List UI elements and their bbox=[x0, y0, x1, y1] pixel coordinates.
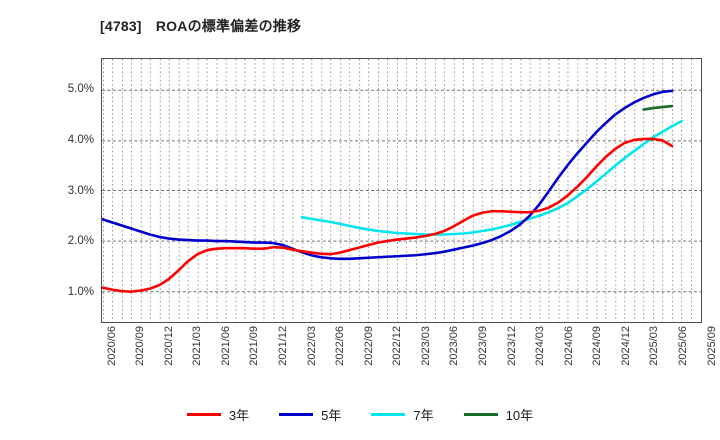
legend-item[interactable]: 3年 bbox=[186, 405, 250, 424]
x-tick-label: 2022/06 bbox=[334, 326, 347, 366]
legend-label: 5年 bbox=[321, 408, 342, 423]
x-tick-label: 2024/12 bbox=[619, 326, 632, 366]
x-tick-label: 2023/06 bbox=[448, 326, 461, 366]
x-tick-label: 2021/12 bbox=[276, 326, 289, 366]
x-tick-label: 2023/09 bbox=[476, 326, 489, 366]
y-tick-label: 3.0% bbox=[67, 184, 94, 197]
legend-item[interactable]: 10年 bbox=[463, 405, 534, 424]
legend-label: 3年 bbox=[228, 408, 250, 423]
legend-label: 7年 bbox=[413, 408, 434, 423]
y-tick-label: 2.0% bbox=[67, 235, 94, 248]
x-tick-label: 2023/03 bbox=[419, 326, 432, 366]
legend-color-swatch bbox=[279, 413, 314, 416]
x-tick-label: 2021/06 bbox=[219, 326, 232, 366]
x-tick-label: 2021/03 bbox=[191, 326, 204, 366]
series-line-3年 bbox=[102, 137, 674, 293]
x-tick-label: 2025/03 bbox=[648, 326, 661, 366]
series-line-7年 bbox=[300, 119, 683, 236]
x-tick-label: 2024/03 bbox=[534, 326, 547, 366]
y-tick-label: 4.0% bbox=[67, 133, 94, 146]
legend-label: 10年 bbox=[505, 408, 534, 423]
plot-area bbox=[101, 58, 702, 323]
x-tick-label: 2025/09 bbox=[705, 326, 718, 366]
x-tick-label: 2023/12 bbox=[505, 326, 518, 366]
x-tick-label: 2021/09 bbox=[248, 326, 261, 366]
legend-item[interactable]: 5年 bbox=[279, 405, 341, 424]
x-tick-label: 2022/03 bbox=[305, 326, 318, 366]
x-tick-label: 2022/09 bbox=[362, 326, 375, 366]
x-axis-tick-labels: 2020/06 2020/09 2020/12 2021/03 2021/06 2021/… bbox=[101, 326, 718, 396]
series-line-10年 bbox=[642, 104, 674, 111]
series-lines bbox=[102, 89, 683, 293]
y-axis-tick-labels: 1.0% 2.0% 3.0% 4.0% 5.0% bbox=[30, 58, 94, 323]
x-tick-label: 2022/12 bbox=[391, 326, 404, 366]
legend-color-swatch bbox=[371, 413, 406, 416]
y-tick-label: 1.0% bbox=[67, 286, 94, 299]
series-line-5年 bbox=[102, 89, 674, 261]
legend-color-swatch bbox=[463, 413, 498, 416]
x-tick-label: 2025/06 bbox=[676, 326, 689, 366]
x-tick-label: 2020/06 bbox=[105, 326, 118, 366]
x-tick-label: 2024/06 bbox=[562, 326, 575, 366]
x-tick-label: 2020/09 bbox=[134, 326, 147, 366]
legend-color-swatch bbox=[186, 413, 221, 416]
legend-item[interactable]: 7年 bbox=[371, 405, 434, 424]
x-tick-label: 2020/12 bbox=[162, 326, 175, 366]
y-tick-label: 5.0% bbox=[67, 82, 94, 95]
chart-title: [4783] ROAの標準偏差の推移 bbox=[100, 18, 302, 34]
chart-legend: 3年 5年 7年 10年 bbox=[0, 405, 720, 424]
x-tick-label: 2024/09 bbox=[591, 326, 604, 366]
